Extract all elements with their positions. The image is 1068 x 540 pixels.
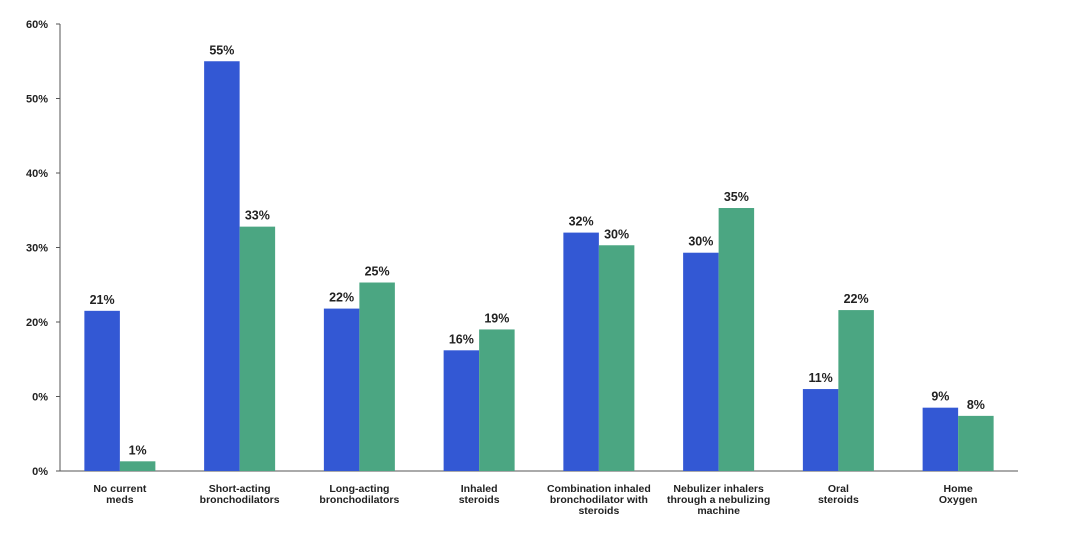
bar-series-2-cat-3 xyxy=(359,282,395,471)
category-label-line: steroids xyxy=(459,494,500,506)
bar-series-2-cat-6 xyxy=(718,208,755,471)
category-label-line: Short-acting xyxy=(209,483,271,495)
category-label-3: Long-acting bronchodilators xyxy=(319,483,399,506)
bar-series-1-cat-3 xyxy=(323,308,360,471)
category-label-2: Short-acting bronchodilators xyxy=(200,483,280,506)
y-tick-label: 0% xyxy=(32,466,48,478)
data-label-series-2-cat-5: 30% xyxy=(604,227,629,241)
data-label-series-2-cat-4: 19% xyxy=(484,311,509,325)
category-label-4: Inhaled steroids xyxy=(459,483,500,506)
bar-series-1-cat-4 xyxy=(443,350,480,471)
y-tick-label: 30% xyxy=(26,243,48,255)
category-label-line: Long-acting xyxy=(329,483,389,495)
bar-series-2-cat-8 xyxy=(958,415,994,471)
data-label-series-2-cat-3: 25% xyxy=(365,265,390,279)
category-label-line: Inhaled xyxy=(461,483,498,495)
y-axis: 0% 0% 20% 30% 40% 50% 60% xyxy=(26,19,61,478)
category-label-line: steroids xyxy=(578,505,619,517)
bar-series-1-cat-5 xyxy=(563,232,599,471)
category-label-line: No current xyxy=(93,483,147,495)
data-label-series-1-cat-1: 21% xyxy=(90,293,115,307)
data-label-series-1-cat-3: 22% xyxy=(329,291,354,305)
data-label-series-1-cat-5: 32% xyxy=(569,215,594,229)
category-label-line: machine xyxy=(697,505,740,517)
category-label-7: Oral steroids xyxy=(818,483,859,506)
y-tick-label: 0% xyxy=(32,392,48,404)
category-label-line: bronchodilators xyxy=(200,494,280,506)
y-tick-label: 20% xyxy=(26,317,48,329)
category-label-line: Nebulizer inhalers xyxy=(673,483,764,495)
bar-series-1-cat-6 xyxy=(683,252,719,471)
data-label-series-1-cat-7: 11% xyxy=(808,371,832,385)
bar-series-1-cat-2 xyxy=(204,61,240,471)
category-label-line: Oral xyxy=(828,483,849,495)
data-label-series-1-cat-4: 16% xyxy=(449,332,474,346)
category-label-8: Home Oxygen xyxy=(939,483,978,506)
data-label-series-2-cat-8: 8% xyxy=(967,398,985,412)
category-label-line: bronchodilators xyxy=(319,494,399,506)
bars xyxy=(84,61,994,471)
bar-series-1-cat-7 xyxy=(802,389,839,471)
data-label-series-2-cat-7: 22% xyxy=(844,292,869,306)
category-label-6: Nebulizer inhalers through a nebulizing ma… xyxy=(667,483,770,517)
y-tick-label: 40% xyxy=(26,168,48,180)
bar-series-1-cat-1 xyxy=(84,310,120,471)
data-labels: 21% 1% 55% 33% 22% 25% 16% 19% 32% 30% 30% 35% 11% 22… xyxy=(90,43,985,457)
bar-series-1-cat-8 xyxy=(922,407,959,471)
bar-series-2-cat-5 xyxy=(598,245,635,471)
y-tick-label: 60% xyxy=(26,19,48,31)
data-label-series-1-cat-6: 30% xyxy=(688,235,713,249)
category-label-line: meds xyxy=(106,494,134,506)
category-label-line: steroids xyxy=(818,494,859,506)
bar-series-2-cat-4 xyxy=(479,329,515,471)
data-label-series-2-cat-6: 35% xyxy=(724,190,749,204)
category-label-line: Combination inhaled xyxy=(547,483,651,495)
category-label-line: Oxygen xyxy=(939,494,978,506)
data-label-series-1-cat-8: 9% xyxy=(931,390,949,404)
category-label-line: bronchodilator with xyxy=(550,494,648,506)
data-label-series-1-cat-2: 55% xyxy=(209,43,234,57)
y-tick-label: 50% xyxy=(26,94,48,106)
bar-series-2-cat-7 xyxy=(838,310,874,471)
data-label-series-2-cat-1: 1% xyxy=(129,443,147,457)
category-label-5: Combination inhaled bronchodilator with st… xyxy=(547,483,651,517)
category-label-1: No current meds xyxy=(93,483,147,506)
bar-series-2-cat-2 xyxy=(239,226,276,471)
data-label-series-2-cat-2: 33% xyxy=(245,209,270,223)
category-label-line: through a nebulizing xyxy=(667,494,770,506)
bar-series-2-cat-1 xyxy=(119,461,156,471)
category-label-line: Home xyxy=(944,483,973,495)
